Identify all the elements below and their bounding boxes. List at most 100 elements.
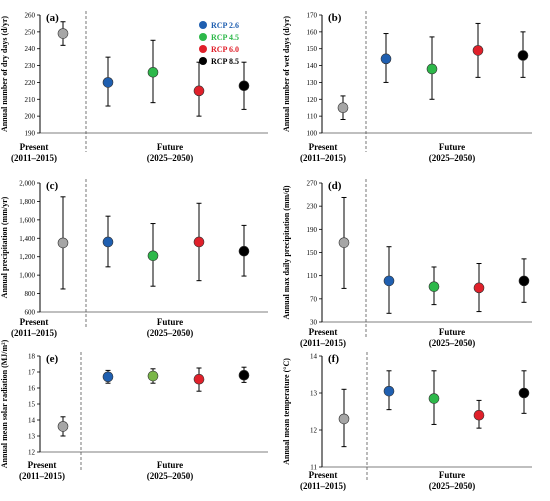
- panel-c: 600 800 1,000 1,200 1,400 1,600 1,800 2,000 (c) A…: [0, 179, 268, 338]
- data-marker: [193, 373, 205, 385]
- y-tick-label: 230: [25, 62, 36, 70]
- data-marker: [518, 387, 530, 399]
- x-category-present-line1: Present: [309, 142, 338, 152]
- point-present: [57, 196, 69, 290]
- data-marker: [473, 282, 485, 294]
- y-tick-label: 2,000: [19, 180, 35, 188]
- x-category-present: Present (2011–2015): [11, 142, 57, 163]
- y-tick-label: 1,400: [19, 235, 35, 243]
- y-tick-label: 17: [28, 369, 36, 377]
- y-tick-label: 12: [28, 449, 36, 457]
- legend-label: RCP 8.5: [211, 57, 239, 66]
- data-marker: [383, 275, 395, 287]
- y-axis-title: Annual mean temperature (°C): [282, 358, 291, 465]
- x-category-present: Present (2011–2015): [300, 327, 346, 348]
- x-category-present-line2: (2011–2015): [300, 153, 346, 163]
- legend-swatch: [199, 57, 207, 65]
- data-marker: [380, 53, 392, 65]
- data-marker: [517, 50, 529, 61]
- legend-label: RCP 4.5: [211, 33, 239, 42]
- y-axis-title: Annual number of wet days (d/yr): [282, 16, 291, 132]
- panel-label: (c): [46, 180, 59, 192]
- y-tick-label: 160: [307, 28, 318, 36]
- y-tick-label: 13: [310, 390, 318, 398]
- y-tick-label: 250: [25, 28, 36, 36]
- point-rcp45: [147, 223, 159, 287]
- point-rcp85: [238, 224, 250, 277]
- x-category-present: Present (2011–2015): [19, 460, 65, 481]
- panel-e: 12 13 14 15 16 17 18 (e) Annual mean solar radia…: [0, 339, 268, 481]
- data-marker: [428, 393, 440, 404]
- legend: RCP 2.6 RCP 4.5 RCP 6.0 RCP 8.5: [199, 21, 239, 66]
- x-category-present: Present (2011–2015): [11, 317, 57, 338]
- x-category-present-line2: (2011–2015): [300, 338, 346, 348]
- y-axis-title: Annual max daily precipitation (mm/d): [282, 185, 291, 319]
- y-tick-label: 190: [25, 130, 36, 138]
- x-category-future: Future (2025–2050): [147, 317, 194, 338]
- point-rcp85: [518, 258, 530, 303]
- x-category-future-line2: (2025–2050): [429, 338, 476, 348]
- x-category-future: Future (2025–2050): [147, 460, 194, 481]
- y-tick-label: 1,800: [19, 198, 35, 206]
- x-category-future-line1: Future: [439, 142, 465, 152]
- y-tick-label: 150: [307, 249, 318, 257]
- y-tick-label: 14: [28, 417, 36, 425]
- point-present: [338, 388, 350, 448]
- y-tick-label: 240: [25, 45, 36, 53]
- point-rcp45: [428, 370, 440, 425]
- y-tick-label: 12: [310, 427, 318, 435]
- y-tick-label: 800: [25, 290, 36, 298]
- data-marker: [238, 80, 250, 92]
- y-tick-label: 14: [310, 353, 318, 361]
- x-category-future: Future (2025–2050): [147, 142, 194, 163]
- x-category-future-line2: (2025–2050): [429, 153, 476, 163]
- x-category-future-line1: Future: [157, 142, 183, 152]
- y-tick-label: 110: [307, 272, 318, 280]
- x-category-future-line1: Future: [439, 327, 465, 337]
- y-tick-label: 230: [307, 203, 318, 211]
- data-marker: [147, 67, 159, 78]
- legend-swatch: [199, 45, 207, 53]
- data-marker: [57, 28, 69, 39]
- panel-a: 190 200 210 220 230 240 250 260 (a) Annual number…: [0, 11, 268, 163]
- point-rcp60: [193, 61, 205, 117]
- y-tick-label: 100: [307, 130, 318, 138]
- data-marker: [472, 45, 484, 56]
- panel-label: (e): [46, 353, 59, 365]
- y-tick-label: 18: [28, 353, 36, 361]
- point-rcp85: [518, 370, 530, 414]
- point-rcp85: [517, 31, 529, 78]
- x-category-future: Future (2025–2050): [429, 470, 476, 491]
- x-category-present-line2: (2011–2015): [11, 328, 57, 338]
- y-tick-label: 110: [307, 113, 318, 121]
- data-marker: [57, 421, 69, 432]
- x-category-present: Present (2011–2015): [300, 470, 346, 491]
- point-rcp26: [383, 246, 395, 314]
- point-rcp60: [473, 263, 485, 313]
- legend-label: RCP 2.6: [211, 21, 239, 30]
- data-marker: [338, 413, 350, 425]
- point-rcp85: [238, 61, 250, 110]
- data-marker: [193, 236, 205, 248]
- data-marker: [383, 385, 395, 397]
- y-tick-label: 140: [307, 62, 318, 70]
- point-rcp60: [473, 399, 485, 429]
- panel-label: (d): [328, 180, 342, 192]
- y-tick-label: 11: [310, 464, 317, 472]
- x-category-present-line1: Present: [20, 142, 49, 152]
- y-tick-label: 210: [25, 96, 36, 104]
- x-category-present: Present (2011–2015): [300, 142, 346, 163]
- panel-label: (a): [46, 12, 59, 24]
- panel-label: (f): [328, 353, 339, 365]
- data-marker: [337, 102, 349, 114]
- y-tick-label: 190: [307, 226, 318, 234]
- y-axis-title: Annual mean solar radiation (MJ/m²): [0, 339, 9, 468]
- y-tick-label: 15: [28, 401, 36, 409]
- panel-f: 11 12 13 14 (f) Annual mean temperature (°C) P…: [282, 352, 532, 491]
- x-category-future-line1: Future: [157, 460, 183, 470]
- y-tick-label: 170: [307, 12, 318, 20]
- panel-d: 30 70 110 150 190 230 270 (d) Annual max daily p…: [282, 179, 532, 348]
- panel-label: (b): [328, 12, 342, 24]
- data-marker: [238, 369, 250, 381]
